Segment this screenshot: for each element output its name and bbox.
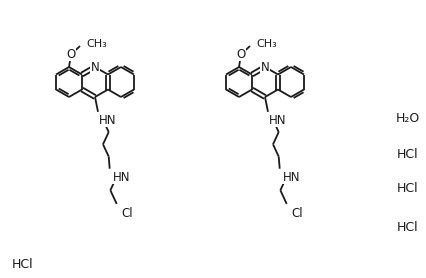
Text: CH₃: CH₃ xyxy=(86,39,106,49)
Text: HCl: HCl xyxy=(396,148,418,162)
Text: N: N xyxy=(90,61,99,73)
Text: HCl: HCl xyxy=(396,182,418,195)
Text: O: O xyxy=(236,48,245,61)
Text: HN: HN xyxy=(99,114,116,127)
Text: HN: HN xyxy=(112,171,130,184)
Text: N: N xyxy=(260,61,269,73)
Text: HN: HN xyxy=(268,114,286,127)
Text: HCl: HCl xyxy=(396,222,418,235)
Text: Cl: Cl xyxy=(291,207,302,220)
Text: O: O xyxy=(66,48,75,61)
Text: CH₃: CH₃ xyxy=(256,39,276,49)
Text: HCl: HCl xyxy=(12,259,34,272)
Text: H₂O: H₂O xyxy=(395,111,419,125)
Text: Cl: Cl xyxy=(121,207,133,220)
Text: HN: HN xyxy=(282,171,299,184)
